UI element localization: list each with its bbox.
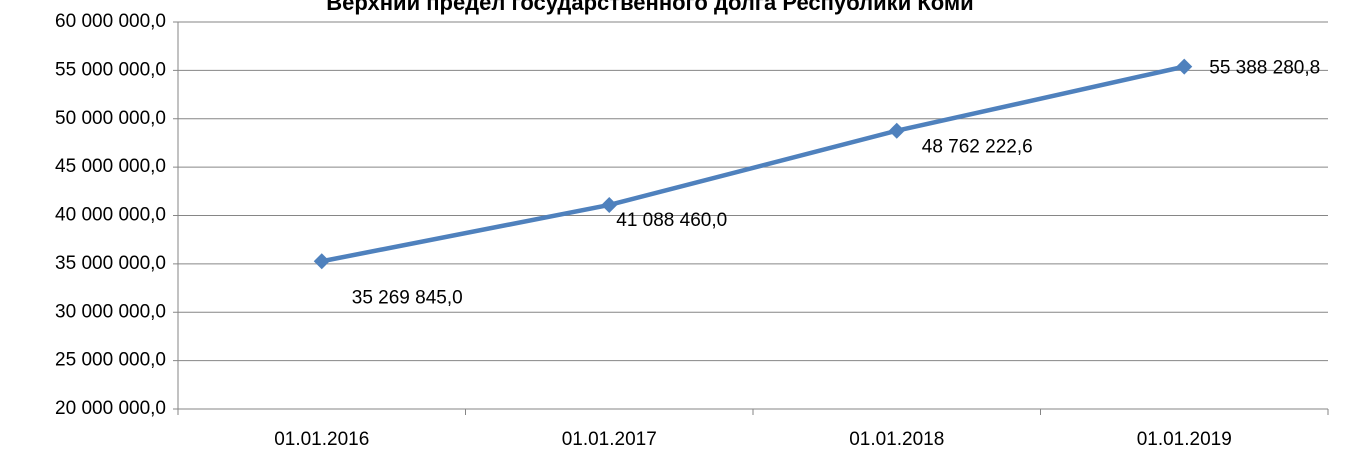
- marker: [888, 122, 905, 139]
- y-tick-label: 50 000 000,0: [55, 108, 166, 129]
- marker: [313, 253, 330, 270]
- x-tick-label: 01.01.2016: [274, 429, 369, 450]
- marker: [601, 196, 618, 213]
- data-label: 55 388 280,8: [1209, 58, 1320, 79]
- data-label: 35 269 845,0: [352, 287, 463, 308]
- y-tick-label: 20 000 000,0: [55, 398, 166, 419]
- y-tick-label: 40 000 000,0: [55, 205, 166, 226]
- x-tick-label: 01.01.2017: [562, 429, 657, 450]
- chart-title: Верхний предел государственного долга Ре…: [326, 0, 973, 15]
- data-label: 48 762 222,6: [922, 137, 1033, 158]
- marker: [1176, 58, 1193, 75]
- y-tick-label: 55 000 000,0: [55, 59, 166, 80]
- y-tick-label: 30 000 000,0: [55, 301, 166, 322]
- x-tick-label: 01.01.2018: [849, 429, 944, 450]
- line: [321, 64, 1185, 264]
- y-tick-label: 45 000 000,0: [55, 156, 166, 177]
- y-tick-label: 60 000 000,0: [55, 11, 166, 32]
- data-label: 41 088 460,0: [616, 210, 727, 231]
- x-tick-label: 01.01.2019: [1137, 429, 1232, 450]
- y-tick-label: 25 000 000,0: [55, 350, 166, 371]
- y-tick-label: 35 000 000,0: [55, 253, 166, 274]
